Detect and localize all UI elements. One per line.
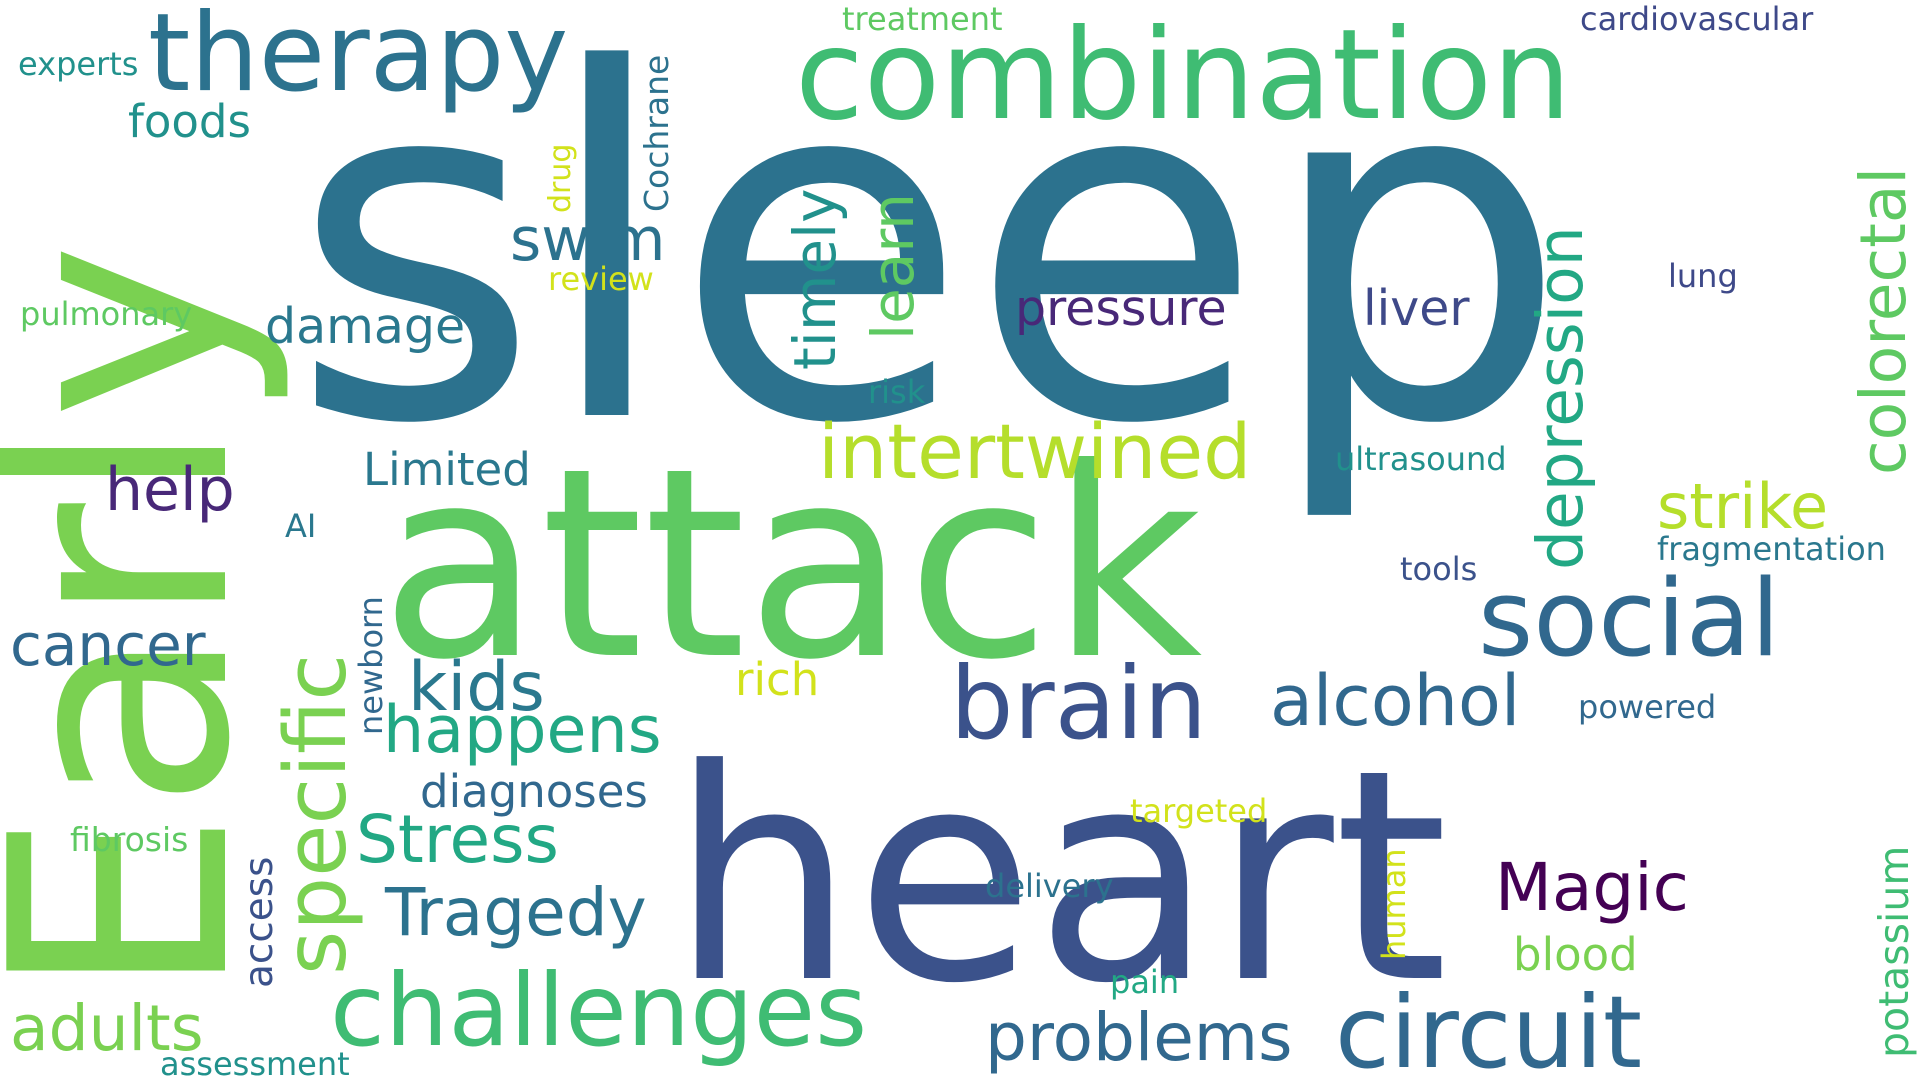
word-treatment: treatment [842, 0, 1003, 38]
word-experts: experts [18, 45, 138, 83]
word-diagnoses: diagnoses [420, 765, 648, 818]
word-strike: strike [1657, 470, 1828, 543]
word-pressure: pressure [1015, 280, 1227, 337]
word-powered: powered [1578, 688, 1716, 726]
word-social: social [1478, 557, 1780, 680]
word-delivery: delivery [985, 867, 1114, 905]
word-tools: tools [1400, 550, 1477, 588]
word-timely: timely [781, 189, 849, 370]
word-learn: learn [859, 193, 927, 340]
word-sleep: sleep [290, 0, 1569, 529]
word-damage: damage [265, 298, 465, 355]
word-colorectal: colorectal [1847, 167, 1920, 475]
word-tragedy: Tragedy [384, 874, 647, 951]
word-targeted: targeted [1130, 792, 1267, 830]
word-depression: depression [1524, 226, 1597, 570]
word-pulmonary: pulmonary [20, 295, 192, 333]
word-review: review [548, 260, 654, 298]
word-magic: Magic [1495, 849, 1689, 926]
word-rich: rich [735, 653, 819, 706]
word-fragmentation: fragmentation [1657, 530, 1886, 568]
word-liver: liver [1363, 280, 1470, 337]
word-ultrasound: ultrasound [1335, 440, 1507, 478]
word-early: Early [0, 242, 296, 1000]
word-brain: brain [950, 645, 1207, 762]
word-blood: blood [1513, 928, 1638, 981]
word-access: access [237, 857, 282, 988]
word-problems: problems [985, 999, 1292, 1076]
word-happens: happens [383, 693, 662, 768]
word-circuit: circuit [1335, 974, 1642, 1080]
word-therapy: therapy [148, 0, 568, 116]
word-newborn: newborn [352, 596, 390, 735]
word-cardiovascular: cardiovascular [1580, 0, 1814, 38]
word-combination: combination [795, 3, 1571, 148]
word-help: help [105, 455, 235, 525]
word-pain: pain [1110, 963, 1179, 1001]
word-challenges: challenges [330, 952, 867, 1069]
word-human: human [1375, 848, 1413, 960]
word-attack: attack [380, 412, 1202, 717]
word-fibrosis: fibrosis [70, 820, 188, 859]
word-heart: heart [670, 707, 1448, 1047]
word-ai: AI [285, 507, 316, 545]
word-specific: specific [267, 654, 366, 975]
word-kids: kids [408, 648, 545, 727]
word-limited: Limited [363, 443, 531, 496]
word-cancer: cancer [10, 611, 206, 679]
word-foods: foods [128, 95, 251, 148]
word-intertwined: intertwined [818, 407, 1251, 496]
word-assessment: assessment [160, 1045, 350, 1080]
word-lung: lung [1668, 257, 1738, 295]
word-risk: risk [868, 373, 926, 411]
word-stress: Stress [356, 801, 559, 878]
word-alcohol: alcohol [1270, 660, 1520, 742]
word-drug: drug [543, 144, 578, 213]
word-potassium: potassium [1870, 846, 1918, 1058]
word-adults: adults [10, 992, 204, 1065]
word-cochrane: Cochrane [637, 55, 676, 212]
word-swim: swim [510, 205, 665, 275]
